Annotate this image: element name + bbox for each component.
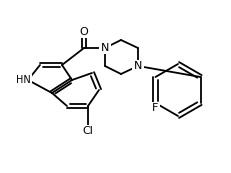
Text: N: N [101, 43, 109, 53]
Text: O: O [80, 27, 88, 37]
Text: HN: HN [16, 75, 30, 85]
Text: N: N [134, 61, 142, 71]
Text: Cl: Cl [82, 126, 93, 136]
Text: F: F [152, 103, 159, 113]
